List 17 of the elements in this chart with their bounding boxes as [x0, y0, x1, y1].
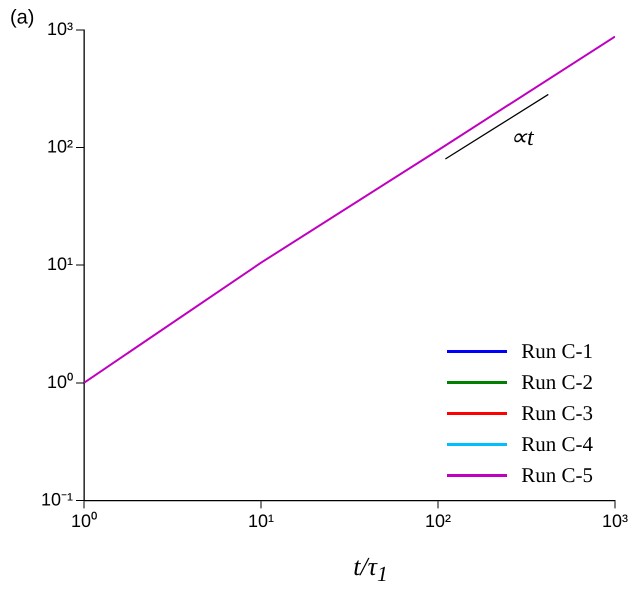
- x-axis-title: t/τ$_{1}$: [352, 552, 389, 587]
- y-tick-label: 10²: [47, 136, 74, 157]
- x-tick-label: 10³: [602, 511, 628, 532]
- legend-label: Run C-2: [521, 370, 593, 395]
- legend-label: Run C-4: [521, 432, 593, 457]
- text: (a): [10, 6, 34, 29]
- y-tick-label: 10⁰: [46, 372, 74, 392]
- legend-label: Run C-5: [521, 463, 593, 488]
- legend-label: Run C-3: [521, 401, 593, 426]
- annotation: ∝t: [510, 125, 535, 152]
- x-tick-label: 10⁰: [71, 511, 98, 532]
- x-tick-label: 10²: [424, 511, 452, 532]
- x-tick-label: 10¹: [248, 511, 274, 532]
- y-tick-label: 10⁻¹: [41, 489, 74, 510]
- legend-label: Run C-1: [521, 339, 593, 364]
- y-tick-label: 10³: [47, 18, 74, 39]
- y-tick-label: 10¹: [47, 254, 74, 274]
